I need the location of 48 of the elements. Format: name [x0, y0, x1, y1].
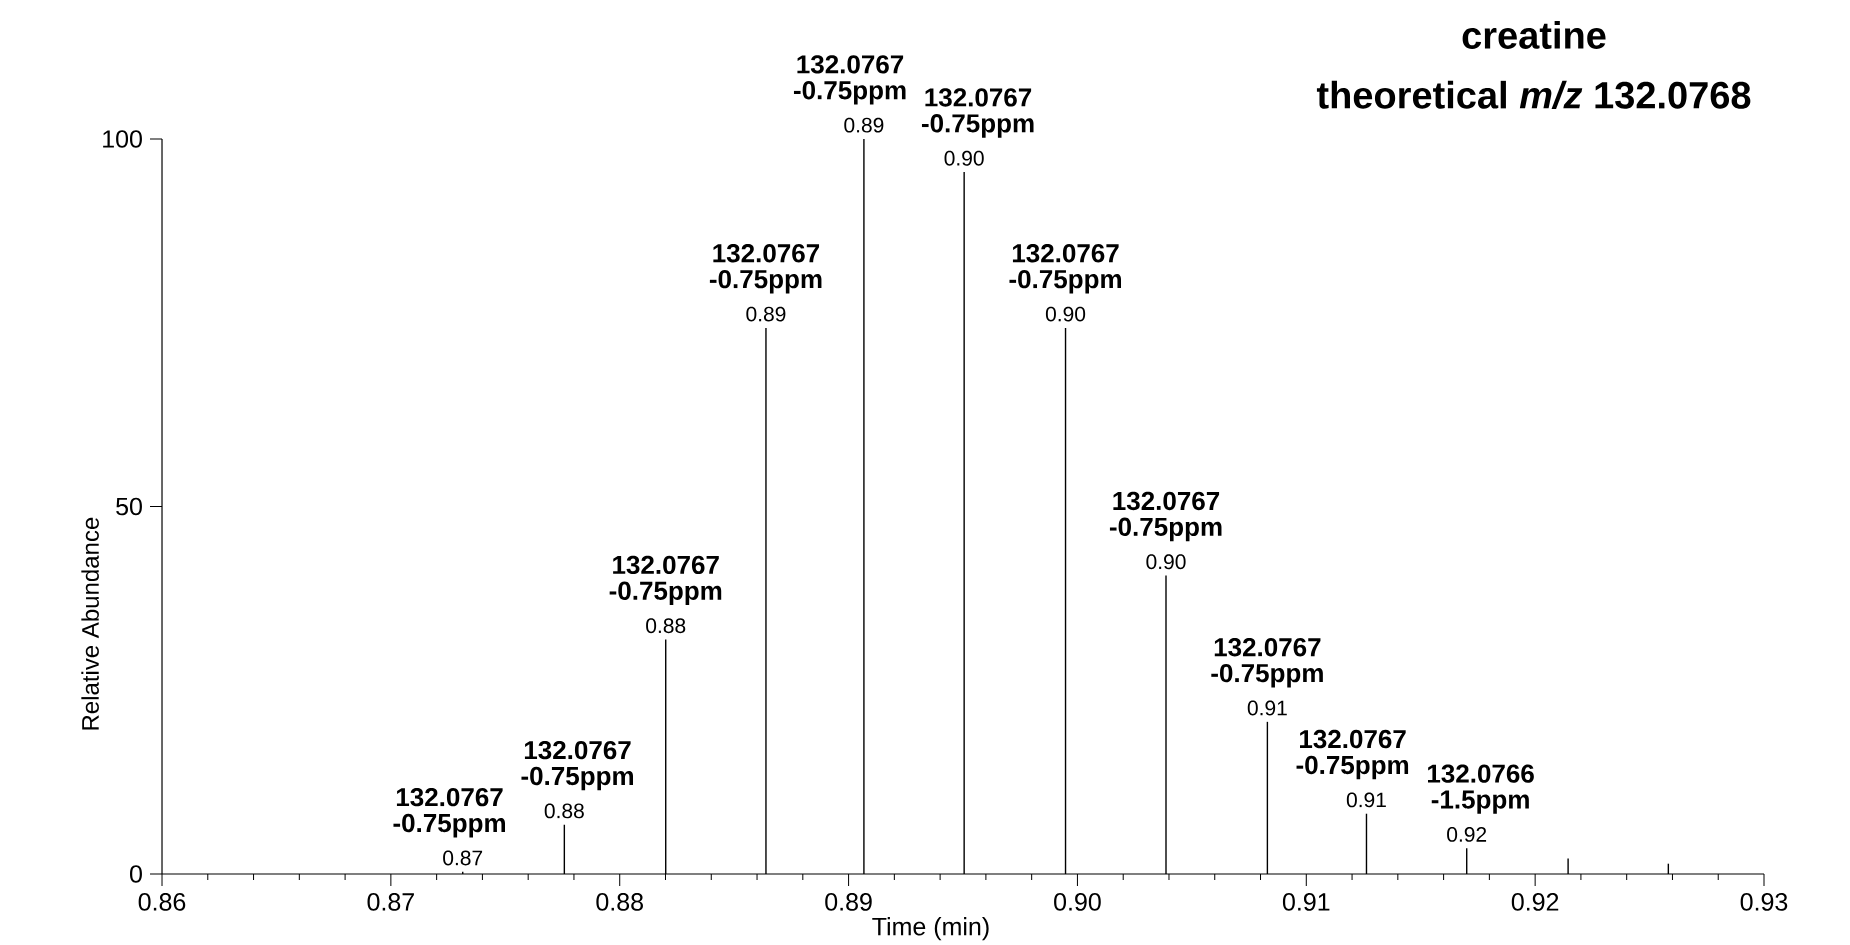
- annotation: 132.0767: [1214, 637, 1321, 657]
- annotation: -1.5ppm: [1431, 790, 1529, 814]
- annotation: 0.90: [1146, 554, 1186, 570]
- x-axis-title: Time (min): [872, 917, 989, 941]
- annotation: 132.0767: [613, 555, 719, 575]
- annotation: -0.75ppm: [1109, 517, 1222, 542]
- annotation: 0.91: [1247, 700, 1287, 716]
- annotation: 0.87: [443, 850, 483, 866]
- annotation: -0.75ppm: [521, 766, 633, 791]
- annotation: 0.91: [1346, 792, 1386, 808]
- annotation: 132.0767: [797, 55, 904, 74]
- annotation: -0.75ppm: [1211, 663, 1323, 688]
- annotation: -0.75ppm: [793, 81, 906, 105]
- annotation: 0.88: [544, 803, 584, 819]
- annotation: -0.75ppm: [609, 581, 722, 606]
- x-tick-label: 0.90: [1054, 893, 1101, 911]
- annotation: 132.0767: [925, 88, 1032, 107]
- annotation: 0.90: [1045, 306, 1086, 322]
- annotation: 132.0767: [524, 740, 631, 760]
- annotation: 132.0767: [1113, 491, 1220, 511]
- annotation: 0.89: [844, 117, 884, 133]
- x-tick-label: 0.93: [1740, 893, 1788, 911]
- annotation: -0.75ppm: [1009, 269, 1121, 294]
- chart-title: creatine: [1462, 21, 1606, 49]
- annotation: 0.89: [746, 306, 786, 322]
- x-tick-label: 0.89: [825, 893, 872, 911]
- annotation: -0.75ppm: [393, 813, 505, 838]
- annotation: -0.75ppm: [709, 269, 822, 294]
- y-axis-title: Relative Abundance: [81, 517, 99, 730]
- annotation: -0.75ppm: [921, 114, 1034, 138]
- annotation: 132.0767: [713, 244, 820, 263]
- x-tick-label: 0.92: [1511, 893, 1559, 911]
- annotation: 132.0767: [1300, 729, 1406, 749]
- x-tick-label: 0.87: [367, 893, 414, 911]
- annotation: 0.88: [646, 618, 686, 634]
- chart-subtitle: theoretical m/z 132.0768: [1316, 80, 1751, 110]
- annotation: 0.90: [944, 150, 984, 166]
- annotation: 132.0767: [1012, 244, 1119, 263]
- annotation: 0.92: [1447, 827, 1487, 842]
- y-tick-label: 0: [130, 865, 142, 883]
- annotation: 132.0766: [1428, 764, 1534, 783]
- annotation: -0.75ppm: [1296, 755, 1409, 780]
- annotation: 132.0767: [396, 787, 503, 807]
- y-tick-label: 50: [116, 497, 142, 516]
- y-tick-label: 100: [103, 130, 142, 148]
- x-tick-label: 0.91: [1282, 893, 1330, 911]
- x-tick-label: 0.88: [596, 893, 643, 911]
- x-tick-label: 0.86: [138, 893, 186, 911]
